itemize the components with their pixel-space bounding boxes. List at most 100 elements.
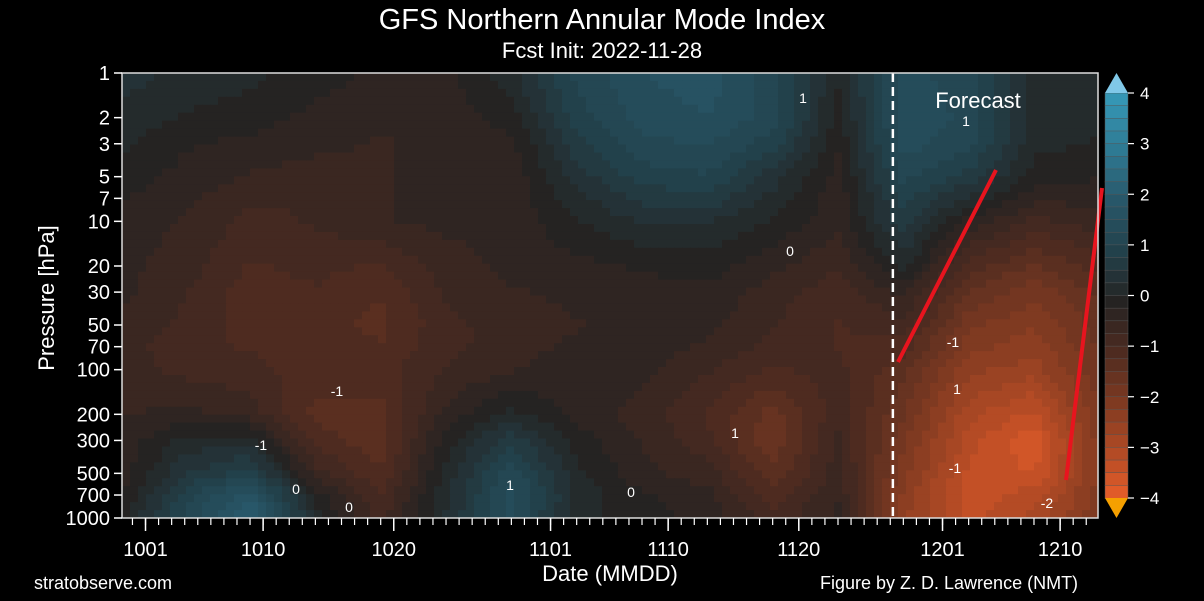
heatmap-cell (1074, 96, 1083, 106)
heatmap-cell (170, 192, 179, 201)
heatmap-cell (690, 239, 699, 249)
heatmap-cell (986, 152, 995, 161)
heatmap-cell (282, 231, 291, 241)
heatmap-cell (906, 343, 915, 352)
heatmap-cell (402, 120, 411, 130)
heatmap-cell (626, 224, 635, 233)
heatmap-cell (1010, 375, 1019, 384)
heatmap-cell (146, 73, 155, 82)
heatmap-cell (154, 104, 163, 114)
heatmap-cell (170, 255, 179, 265)
heatmap-cell (1074, 184, 1083, 193)
heatmap-cell (954, 247, 963, 257)
heatmap-cell (474, 96, 483, 106)
heatmap-cell (698, 192, 707, 201)
heatmap-cell (1090, 271, 1098, 281)
heatmap-cell (282, 351, 291, 360)
heatmap-cell (210, 104, 219, 114)
heatmap-cell (306, 343, 315, 352)
heatmap-cell (634, 136, 643, 146)
heatmap-cell (826, 335, 835, 344)
heatmap-cell (674, 231, 683, 241)
heatmap-cell (346, 279, 355, 289)
heatmap-cell (1042, 112, 1051, 122)
heatmap-cell (834, 231, 843, 241)
heatmap-cell (506, 184, 515, 193)
heatmap-cell (674, 327, 683, 336)
heatmap-cell (890, 311, 899, 320)
heatmap-cell (1002, 208, 1011, 217)
heatmap-cell (650, 184, 659, 193)
heatmap-cell (194, 152, 203, 161)
heatmap-cell (1026, 375, 1035, 384)
heatmap-cell (1082, 208, 1091, 217)
heatmap-cell (466, 271, 475, 281)
heatmap-cell (578, 247, 587, 257)
heatmap-cell (202, 176, 211, 185)
heatmap-cell (1090, 231, 1098, 241)
heatmap-cell (578, 287, 587, 297)
heatmap-cell (714, 144, 723, 153)
heatmap-cell (794, 112, 803, 122)
heatmap-cell (1082, 287, 1091, 297)
heatmap-cell (858, 88, 867, 98)
heatmap-cell (1018, 216, 1027, 225)
heatmap-cell (658, 80, 667, 90)
heatmap-cell (122, 335, 131, 344)
heatmap-cell (682, 279, 691, 289)
heatmap-cell (130, 216, 139, 225)
heatmap-cell (850, 128, 859, 138)
heatmap-cell (162, 88, 171, 98)
heatmap-cell (450, 176, 459, 185)
heatmap-cell (322, 73, 331, 82)
heatmap-cell (746, 351, 755, 360)
heatmap-cell (290, 192, 299, 201)
heatmap-cell (490, 176, 499, 185)
heatmap-cell (146, 160, 155, 169)
heatmap-cell (594, 247, 603, 257)
heatmap-cell (946, 96, 955, 106)
heatmap-cell (330, 279, 339, 289)
heatmap-cell (794, 239, 803, 249)
heatmap-cell (546, 224, 555, 233)
heatmap-cell (474, 144, 483, 153)
heatmap-cell (346, 359, 355, 368)
heatmap-cell (1090, 184, 1098, 193)
heatmap-cell (434, 271, 443, 281)
heatmap-cell (618, 263, 627, 273)
heatmap-cell (874, 319, 883, 328)
heatmap-cell (1066, 184, 1075, 193)
heatmap-cell (626, 382, 635, 392)
heatmap-cell (546, 104, 555, 114)
heatmap-cell (882, 279, 891, 289)
heatmap-cell (466, 200, 475, 209)
heatmap-cell (1034, 88, 1043, 98)
heatmap-cell (690, 176, 699, 185)
heatmap-cell (706, 239, 715, 249)
heatmap-cell (802, 263, 811, 273)
heatmap-cell (482, 160, 491, 169)
heatmap-cell (298, 303, 307, 312)
heatmap-cell (354, 168, 363, 177)
heatmap-cell (1066, 287, 1075, 297)
heatmap-cell (802, 184, 811, 193)
heatmap-cell (682, 224, 691, 233)
heatmap-cell (882, 390, 891, 400)
heatmap-cell (370, 335, 379, 344)
heatmap-cell (226, 120, 235, 130)
heatmap-cell (970, 382, 979, 392)
heatmap-cell (306, 255, 315, 265)
heatmap-cell (938, 359, 947, 368)
heatmap-cell (530, 128, 539, 138)
heatmap-cell (314, 216, 323, 225)
heatmap-cell (674, 216, 683, 225)
heatmap-cell (194, 136, 203, 146)
heatmap-cell (178, 152, 187, 161)
heatmap-cell (242, 231, 251, 241)
heatmap-cell (850, 152, 859, 161)
heatmap-cell (274, 208, 283, 217)
heatmap-cell (314, 104, 323, 114)
heatmap-cell (386, 295, 395, 304)
heatmap-cell (898, 359, 907, 368)
